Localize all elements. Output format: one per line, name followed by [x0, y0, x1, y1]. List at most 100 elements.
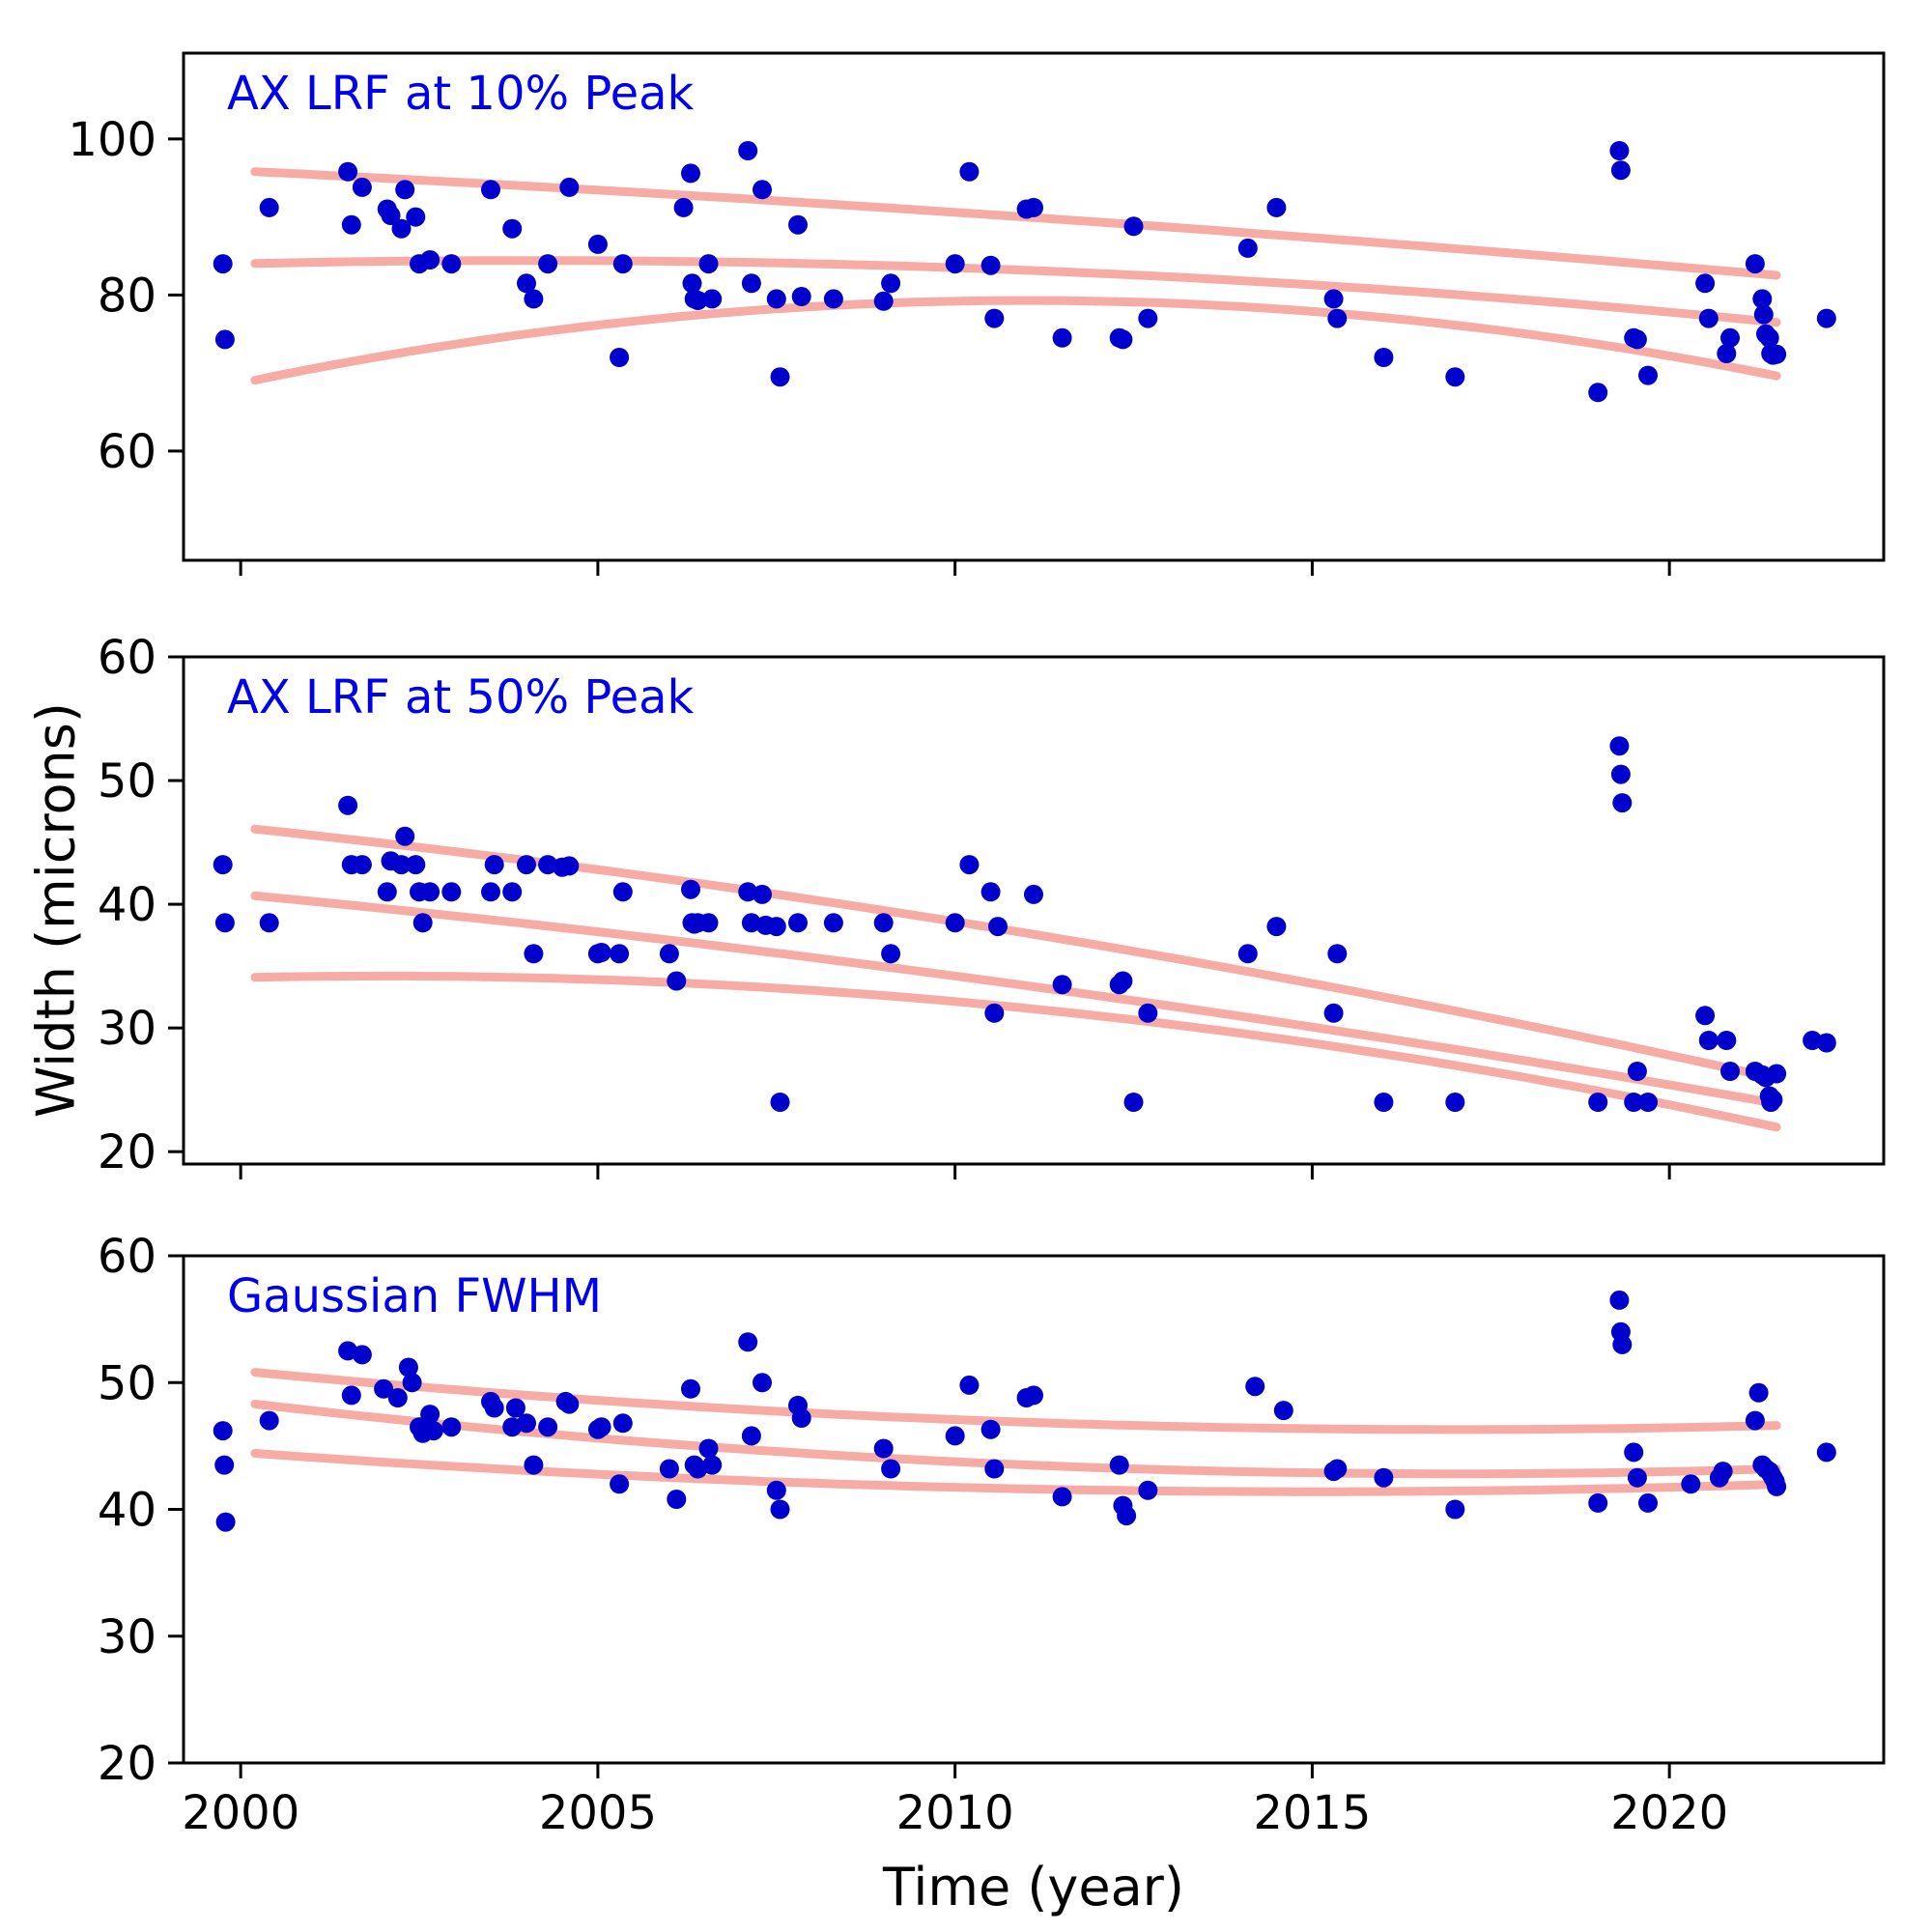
scatter-point	[988, 917, 1008, 937]
fit-line	[250, 1400, 1781, 1479]
scatter-point	[213, 1421, 233, 1441]
scatter-point	[881, 273, 901, 294]
scatter-point	[1052, 1487, 1072, 1507]
scatter-point	[823, 913, 843, 933]
scatter-point	[1052, 975, 1072, 995]
scatter-point	[681, 879, 700, 899]
scatter-point	[1609, 141, 1630, 160]
panel-1: 60 80 100	[68, 51, 1886, 576]
scatter-point	[423, 1421, 443, 1441]
scatter-point	[1759, 327, 1779, 348]
scatter-point	[873, 1438, 894, 1459]
fit-line	[250, 971, 1781, 1132]
scatter-point	[741, 913, 761, 933]
scatter-point	[524, 1455, 544, 1475]
scatter-point	[1767, 1476, 1787, 1496]
scatter-point	[681, 163, 700, 184]
scatter-point	[1327, 308, 1348, 328]
scatter-point	[770, 1499, 790, 1520]
scatter-point	[395, 180, 415, 200]
scatter-point	[667, 1490, 687, 1509]
scatter-point	[1588, 1093, 1608, 1112]
scatter-point	[1327, 1459, 1348, 1479]
scatter-point	[214, 329, 235, 350]
scatter-point	[1816, 308, 1836, 328]
scatter-point	[502, 218, 523, 239]
scatter-point	[502, 882, 523, 902]
scatter-point	[823, 289, 843, 309]
scatter-point	[420, 250, 440, 270]
scatter-point	[1237, 944, 1258, 964]
scatter-point	[610, 348, 630, 367]
scatter-point	[1698, 308, 1719, 328]
scatter-point	[1273, 1401, 1293, 1421]
scatter-point	[788, 214, 808, 235]
scatter-point	[1266, 917, 1287, 937]
scatter-point	[481, 882, 500, 902]
scatter-point	[980, 255, 1001, 275]
scatter-point	[441, 882, 462, 902]
scatter-point	[610, 944, 630, 964]
panel2-title: AX LRF at 50% Peak	[227, 670, 695, 724]
scatter-point	[1588, 383, 1608, 403]
x-tick-label: 2015	[1253, 1786, 1371, 1840]
scatter-point	[945, 913, 965, 933]
scatter-point	[1266, 197, 1287, 217]
scatter-point	[1024, 884, 1043, 904]
scatter-point	[1024, 1385, 1043, 1406]
x-tick-label: 2005	[539, 1786, 657, 1840]
y-tick-label: 30	[98, 1610, 156, 1664]
scatter-point	[338, 795, 358, 815]
scatter-point	[1024, 197, 1043, 217]
scatter-point	[377, 882, 397, 902]
scatter-point	[881, 1459, 901, 1479]
scatter-point	[959, 855, 980, 875]
scatter-point	[791, 287, 811, 306]
scatter-point	[406, 855, 426, 875]
scatter-point	[1717, 1031, 1737, 1050]
scatter-point	[1763, 1090, 1783, 1110]
y-tick-label: 20	[98, 1125, 156, 1179]
scatter-point	[214, 913, 235, 933]
scatter-point	[984, 308, 1005, 328]
scatter-point	[1609, 1290, 1630, 1310]
scatter-point	[1767, 344, 1787, 364]
scatter-point	[980, 1419, 1001, 1439]
x-axis-label: Time (year)	[883, 1857, 1184, 1918]
scatter-point	[873, 913, 894, 933]
scatter-point	[338, 161, 358, 182]
scatter-point	[1745, 254, 1765, 274]
scatter-point	[1323, 289, 1344, 309]
scatter-point	[873, 291, 894, 311]
scatter-point	[1627, 1062, 1647, 1081]
scatter-point	[484, 855, 504, 875]
scatter-point	[688, 291, 708, 310]
y-axis-label: Width (microns)	[25, 702, 87, 1118]
scatter-point	[1374, 348, 1394, 367]
scatter-point	[881, 944, 901, 964]
fit-line	[250, 1368, 1781, 1435]
scatter-point	[1717, 344, 1737, 363]
scatter-point	[420, 882, 440, 902]
scatter-point	[517, 273, 536, 294]
scatter-point	[1803, 1031, 1823, 1050]
scatter-point	[1695, 1006, 1716, 1026]
scatter-point	[341, 1385, 361, 1406]
scatter-point	[959, 161, 980, 182]
y-tick-label: 100	[68, 113, 156, 167]
scatter-point	[1113, 971, 1133, 991]
scatter-point	[402, 1373, 422, 1393]
scatter-point	[441, 254, 462, 274]
scatter-point	[1612, 1334, 1633, 1354]
scatter-point	[945, 1426, 965, 1446]
scatter-point	[1445, 367, 1465, 387]
scatter-point	[1720, 327, 1740, 348]
scatter-point	[766, 1480, 786, 1500]
scatter-point	[395, 826, 415, 846]
y-tick-label: 20	[98, 1737, 156, 1791]
y-tick-label: 60	[98, 1230, 156, 1284]
scatter-point	[753, 180, 772, 200]
scatter-point	[681, 1378, 700, 1399]
scatter-point	[391, 855, 412, 875]
